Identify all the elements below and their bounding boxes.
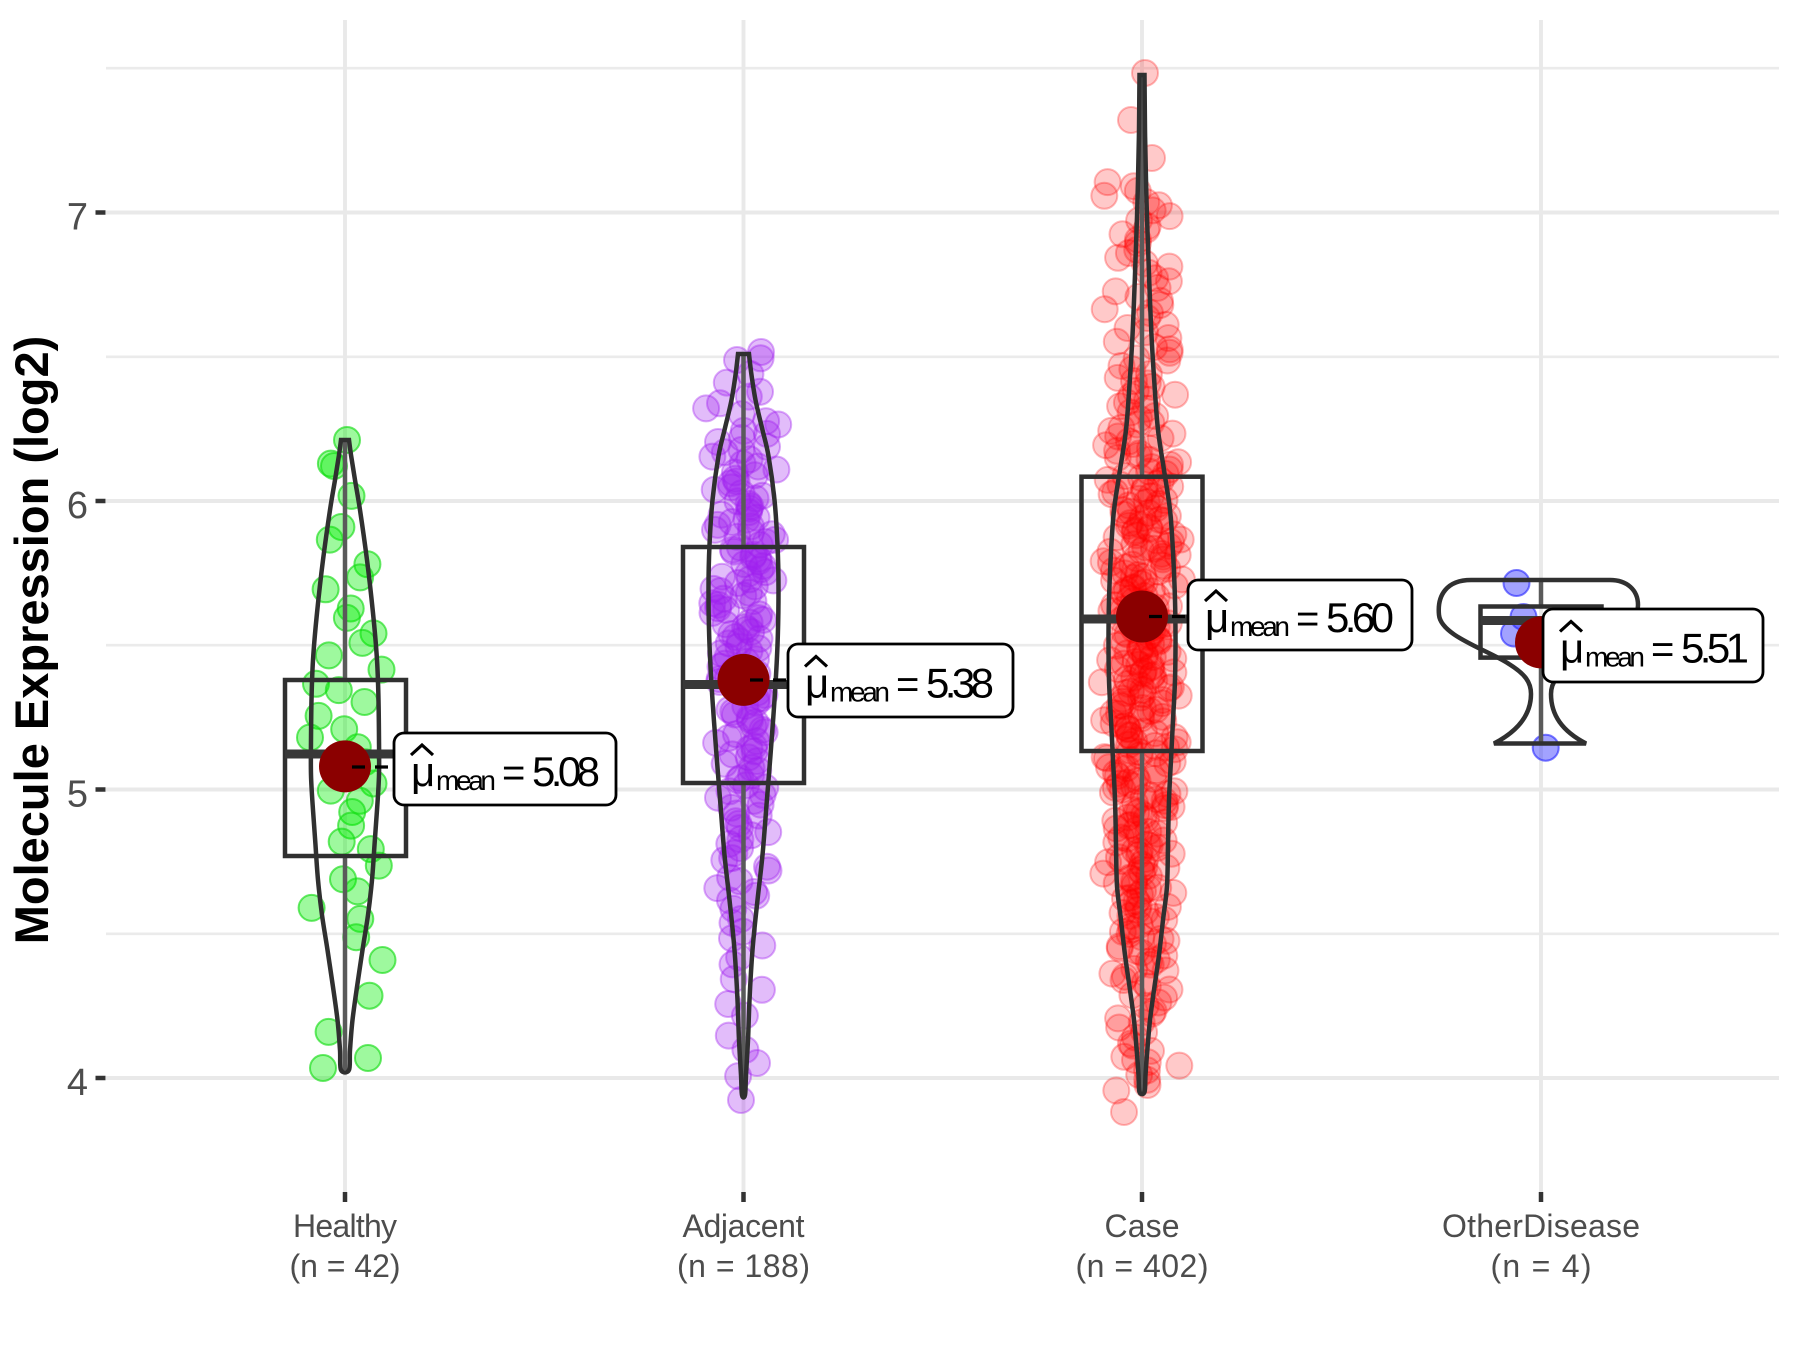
svg-text:Healthy: Healthy	[293, 1208, 397, 1244]
svg-text:Adjacent: Adjacent	[683, 1208, 805, 1244]
svg-text:5.38: 5.38	[926, 660, 994, 707]
svg-text:=: =	[896, 663, 919, 707]
svg-text:7: 7	[67, 197, 88, 239]
svg-text:(n = 42): (n = 42)	[290, 1248, 401, 1284]
svg-text:μ: μ	[1205, 594, 1229, 641]
svg-text:OtherDisease: OtherDisease	[1442, 1208, 1640, 1244]
svg-text:mean: mean	[436, 765, 496, 796]
svg-text:4: 4	[67, 1062, 88, 1104]
svg-text:=: =	[1651, 628, 1674, 672]
svg-text:mean: mean	[1585, 642, 1645, 673]
svg-text:Molecule Expression (log2): Molecule Expression (log2)	[5, 336, 58, 945]
svg-text:μ: μ	[1560, 625, 1584, 672]
svg-text:5.60: 5.60	[1326, 594, 1394, 641]
svg-text:6: 6	[67, 485, 88, 527]
svg-text:(n = 402): (n = 402)	[1076, 1248, 1209, 1284]
svg-text:mean: mean	[830, 677, 890, 708]
svg-text:5.51: 5.51	[1681, 625, 1749, 672]
svg-text:μ: μ	[805, 660, 829, 707]
svg-text:Case: Case	[1105, 1208, 1180, 1244]
svg-text:5: 5	[67, 774, 88, 816]
svg-text:(n = 188): (n = 188)	[677, 1248, 810, 1284]
svg-text:=: =	[502, 751, 525, 795]
svg-text:mean: mean	[1230, 611, 1290, 642]
svg-text:=: =	[1296, 597, 1319, 641]
svg-text:μ: μ	[411, 748, 435, 795]
svg-text:5.08: 5.08	[532, 748, 600, 795]
svg-text:(n = 4): (n = 4)	[1491, 1248, 1592, 1284]
